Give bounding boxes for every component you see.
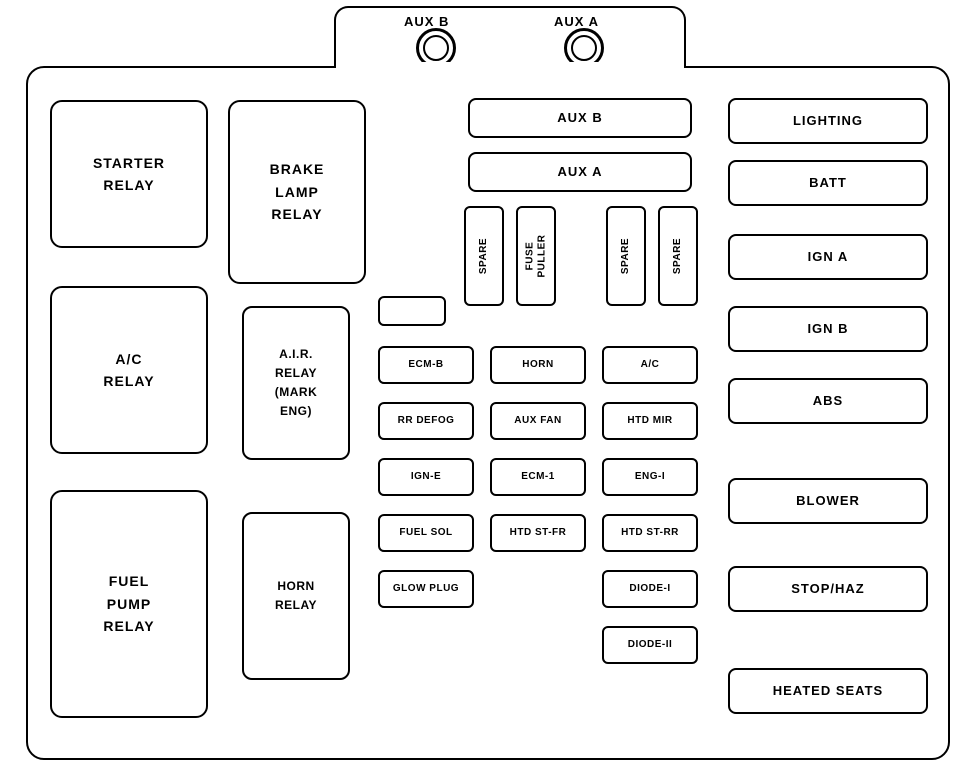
fuse-abs: ABS [728,378,928,424]
aux-a-fuse-label: AUX A [558,162,603,183]
fuse-horn: HORN [490,346,586,384]
tab-join-mask [336,62,684,70]
fuse-label: LIGHTING [793,111,863,132]
spare-fuse-2: SPARE [606,206,646,306]
fuse-ign-e: IGN-E [378,458,474,496]
aux-b-fuse: AUX B [468,98,692,138]
air-relay-label: A.I.R.RELAY(MARKENG) [275,345,318,422]
aux-b-fuse-label: AUX B [557,108,602,129]
panel-tab [334,6,686,70]
fuse-label: HTD MIR [627,413,672,429]
spare-fuse-3: SPARE [658,206,698,306]
fuse-htd-st-rr: HTD ST-RR [602,514,698,552]
fuse-puller: FUSEPULLER [516,206,556,306]
ac-relay-label: A/CRELAY [103,348,154,393]
spare-fuse-1-label: SPARE [476,238,492,274]
fuse-eng-i: ENG-I [602,458,698,496]
fuse-ecm-1: ECM-1 [490,458,586,496]
fuse-label: ABS [813,391,843,412]
spare-fuse-3-label: SPARE [670,238,686,274]
fuse-ecm-b: ECM-B [378,346,474,384]
brake-lamp-relay-label: BRAKELAMPRELAY [270,158,325,225]
fuse-label: ECM-1 [521,469,555,485]
starter-relay: STARTERRELAY [50,100,208,248]
fuse-label: BLOWER [796,491,860,512]
fuse-label: HORN [522,357,553,373]
fuse-lighting: LIGHTING [728,98,928,144]
horn-relay-label: HORNRELAY [275,577,317,615]
spare-fuse-2-label: SPARE [618,238,634,274]
fuse-fuel-sol: FUEL SOL [378,514,474,552]
fuse-puller-label: FUSEPULLER [524,235,548,278]
fuse-blower: BLOWER [728,478,928,524]
fuse-label: IGN A [808,247,849,268]
fuse-label: ENG-I [635,469,665,485]
fuse-label: IGN B [807,319,848,340]
aux-a-fuse: AUX A [468,152,692,192]
fuse-label: DIODE-II [628,637,673,653]
fuse-stop-haz: STOP/HAZ [728,566,928,612]
ac-relay: A/CRELAY [50,286,208,454]
fuse-ign-b: IGN B [728,306,928,352]
fuse-label: ECM-B [408,357,443,373]
fuse-rr-defog: RR DEFOG [378,402,474,440]
blank-slot [378,296,446,326]
brake-lamp-relay: BRAKELAMPRELAY [228,100,366,284]
fuse-label: BATT [809,173,847,194]
fuse-diode-ii: DIODE-II [602,626,698,664]
fuse-label: A/C [641,357,660,373]
horn-relay: HORNRELAY [242,512,350,680]
fuse-label: HEATED SEATS [773,681,883,702]
fuse-label: HTD ST-RR [621,525,679,541]
spare-fuse-1: SPARE [464,206,504,306]
fuse-a-c: A/C [602,346,698,384]
fuse-label: FUEL SOL [399,525,452,541]
fuse-label: RR DEFOG [398,413,455,429]
fuse-label: STOP/HAZ [791,579,865,600]
fuse-heated-seats: HEATED SEATS [728,668,928,714]
fuse-aux-fan: AUX FAN [490,402,586,440]
fuse-glow-plug: GLOW PLUG [378,570,474,608]
fuse-label: GLOW PLUG [393,581,459,597]
fuse-label: HTD ST-FR [510,525,567,541]
air-relay: A.I.R.RELAY(MARKENG) [242,306,350,460]
fuel-pump-relay-label: FUELPUMPRELAY [103,570,154,637]
fuse-label: DIODE-I [629,581,670,597]
aux-a-stud-label: AUX A [554,14,599,29]
fuse-htd-mir: HTD MIR [602,402,698,440]
fuse-label: AUX FAN [514,413,561,429]
fuse-batt: BATT [728,160,928,206]
starter-relay-label: STARTERRELAY [93,152,165,197]
fuse-htd-st-fr: HTD ST-FR [490,514,586,552]
fuse-label: IGN-E [411,469,441,485]
fuel-pump-relay: FUELPUMPRELAY [50,490,208,718]
aux-b-stud-label: AUX B [404,14,449,29]
fuse-diode-i: DIODE-I [602,570,698,608]
fuse-ign-a: IGN A [728,234,928,280]
